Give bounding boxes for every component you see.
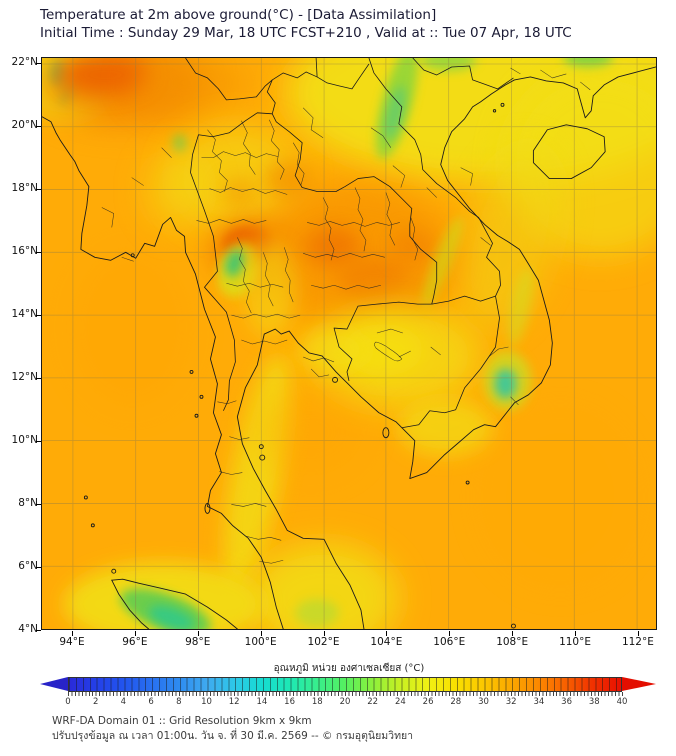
coastlines: [42, 66, 656, 629]
x-axis-label: 110°E: [559, 636, 591, 648]
y-axis-tick: [36, 315, 41, 316]
x-axis-label: 98°E: [185, 636, 211, 648]
colorbar-tick-label: 16: [284, 697, 295, 707]
x-axis-tick: [197, 631, 199, 636]
x-axis-label: 112°E: [621, 636, 654, 648]
x-axis-label: 94°E: [59, 636, 85, 648]
colorbar-tick-label: 0: [65, 697, 71, 707]
y-axis-tick: [36, 378, 41, 379]
colorbar-label: อุณหภูมิ หน่วย องศาเซลเซียส (°C): [273, 663, 425, 674]
colorbar-tick-label: 38: [588, 697, 600, 707]
y-axis-label: 4°N: [18, 623, 38, 635]
x-axis-label: 108°E: [496, 636, 529, 648]
y-axis-tick: [36, 567, 41, 568]
x-axis-tick: [260, 631, 262, 636]
colorbar-tick-label: 20: [339, 697, 351, 707]
colorbar-ticks: [68, 692, 623, 696]
footer-update-info: ปรับปรุงข้อมูล ณ เวลา 01:00น. วัน จ. ที่…: [52, 730, 414, 742]
colorbar-tick-label: 24: [394, 697, 406, 707]
y-axis-label: 14°N: [11, 308, 38, 320]
x-axis-label: 104°E: [370, 636, 403, 648]
x-axis-label: 100°E: [244, 636, 277, 648]
temperature-blobs: [42, 58, 656, 629]
colorbar-left-arrow: [40, 677, 68, 691]
y-axis-label: 16°N: [11, 245, 38, 257]
colorbar-tick-label: 8: [176, 697, 182, 707]
y-axis-label: 8°N: [18, 497, 38, 509]
colorbar-tick-label: 12: [228, 697, 240, 707]
y-axis-label: 10°N: [11, 434, 38, 446]
temperature-field-svg: [42, 58, 656, 629]
graticule: [42, 58, 656, 629]
colorbar-tick-label: 6: [148, 697, 154, 707]
province-borders: [101, 67, 591, 564]
colorbar-tick-label: 14: [256, 697, 268, 707]
colorbar-tick-label: 26: [422, 697, 434, 707]
colorbar-right-arrow: [622, 677, 656, 691]
y-axis-label: 22°N: [11, 56, 38, 68]
colorbar-tick-label: 2: [92, 697, 99, 707]
footer-domain-info: WRF-DA Domain 01 :: Grid Resolution 9km …: [52, 715, 312, 727]
y-axis-label: 6°N: [18, 560, 38, 572]
y-axis-label: 18°N: [11, 182, 38, 194]
colorbar-tick-label: 34: [533, 697, 545, 707]
x-axis-label: 106°E: [433, 636, 466, 648]
x-axis-label: 96°E: [122, 636, 148, 648]
x-axis-tick: [449, 631, 451, 636]
colorbar-tick-label: 30: [478, 697, 489, 707]
y-axis-label: 20°N: [11, 119, 38, 131]
x-axis-tick: [386, 631, 388, 636]
y-axis-tick: [36, 126, 41, 127]
y-axis-tick: [36, 441, 41, 442]
y-axis-tick: [36, 63, 41, 64]
header: Temperature at 2m above ground(°C) - [Da…: [40, 6, 572, 42]
colorbar-tick-label: 32: [505, 697, 517, 707]
x-axis-tick: [72, 631, 73, 636]
y-axis-label: 12°N: [11, 371, 38, 383]
x-axis-tick: [637, 631, 639, 636]
footer: WRF-DA Domain 01 :: Grid Resolution 9km …: [52, 714, 413, 744]
colorbar-tick-label: 4: [120, 697, 127, 707]
x-axis-label: 102°E: [307, 636, 340, 648]
y-axis-tick: [36, 189, 41, 190]
colorbar-tick-label: 28: [450, 697, 462, 707]
colorbar-gradient: [68, 677, 622, 692]
x-axis-tick: [512, 631, 514, 636]
colorbar-tick-label: 10: [201, 697, 212, 707]
colorbar-tick-label: 18: [311, 697, 323, 707]
y-axis-tick: [36, 504, 41, 505]
y-axis-tick: [36, 630, 41, 631]
y-axis-tick: [36, 252, 41, 253]
page-title: Temperature at 2m above ground(°C) - [Da…: [40, 7, 437, 23]
colorbar-tick-label: 22: [367, 697, 379, 707]
temperature-map: [41, 57, 657, 630]
page-subtitle: Initial Time : Sunday 29 Mar, 18 UTC FCS…: [40, 25, 572, 41]
x-axis-tick: [134, 631, 136, 636]
colorbar-tick-label: 40: [616, 697, 628, 707]
colorbar-tick-label: 36: [561, 697, 572, 707]
x-axis-tick: [575, 631, 577, 636]
x-axis-tick: [323, 631, 325, 636]
